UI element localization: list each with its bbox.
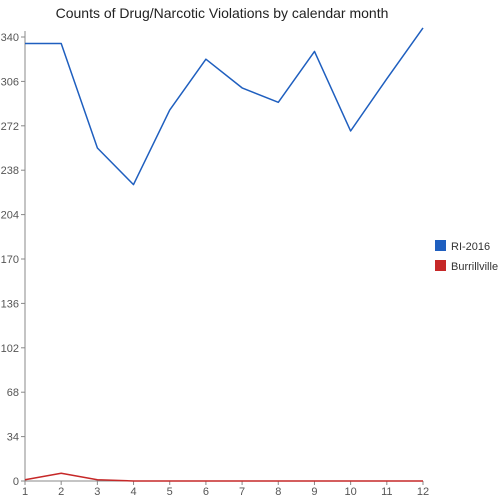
x-tick-label: 2 bbox=[58, 486, 64, 498]
y-tick-label: 68 bbox=[7, 387, 19, 399]
y-tick-label: 204 bbox=[1, 210, 19, 222]
y-tick-label: 272 bbox=[1, 121, 19, 133]
series-lines bbox=[24, 27, 424, 482]
series-line-1 bbox=[25, 27, 424, 186]
y-tick-label: 136 bbox=[1, 298, 19, 310]
legend-label: Burrillville bbox=[451, 261, 498, 273]
x-tick-label: 3 bbox=[94, 486, 100, 498]
x-tick-label: 10 bbox=[345, 486, 357, 498]
legend-label: RI-2016 bbox=[451, 241, 490, 253]
x-axis: 1 2 3 4 5 6 7 8 9 10 11 12 bbox=[22, 480, 429, 498]
x-tick-label: 5 bbox=[167, 486, 173, 498]
x-tick-label: 11 bbox=[381, 486, 392, 498]
y-tick-label: 340 bbox=[1, 32, 19, 44]
x-tick-label: 7 bbox=[239, 486, 245, 498]
series-line-2 bbox=[24, 472, 423, 482]
y-tick-label: 170 bbox=[1, 254, 19, 266]
y-axis: 0 34 68 102 136 170 204 238 272 306 340 bbox=[1, 31, 26, 488]
y-tick-label: 34 bbox=[7, 432, 19, 444]
x-tick-label: 1 bbox=[22, 486, 28, 498]
x-tick-label: 4 bbox=[130, 486, 136, 498]
x-tick-label: 8 bbox=[275, 486, 281, 498]
chart-title: Counts of Drug/Narcotic Violations by ca… bbox=[56, 5, 389, 21]
legend: RI-2016 Burrillville bbox=[435, 240, 498, 273]
y-tick-label: 306 bbox=[1, 76, 19, 88]
legend-swatch bbox=[435, 240, 446, 251]
y-tick-label: 102 bbox=[1, 343, 19, 355]
x-tick-label: 6 bbox=[203, 486, 209, 498]
y-tick-label: 0 bbox=[13, 476, 19, 488]
y-tick-label: 238 bbox=[1, 165, 19, 177]
legend-swatch bbox=[435, 260, 446, 271]
x-tick-label: 9 bbox=[311, 486, 317, 498]
x-tick-label: 12 bbox=[417, 486, 429, 498]
